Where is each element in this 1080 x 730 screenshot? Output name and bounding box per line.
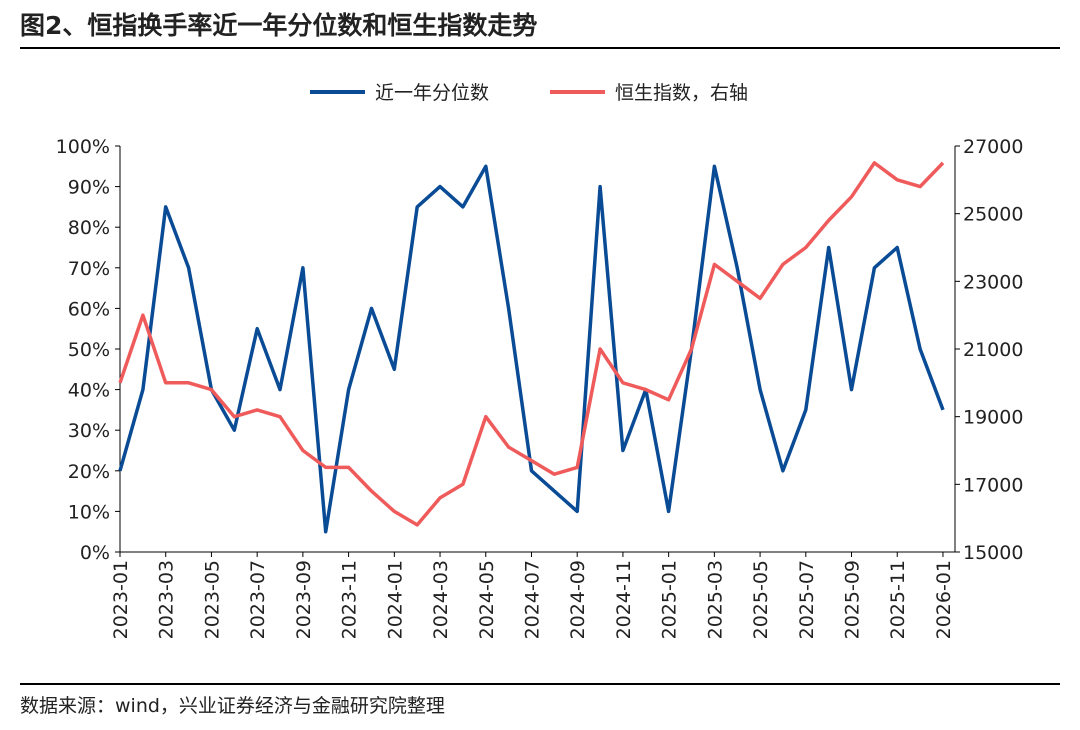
- y2-tick-label: 15000: [963, 542, 1023, 564]
- x-tick-label: 2025-09: [842, 560, 864, 639]
- line-series: [118, 164, 945, 534]
- source: 数据来源：wind，兴业证券经济与金融研究院整理: [20, 695, 445, 717]
- y-tick-label: 90%: [68, 177, 110, 199]
- x-tick-label: 2024-03: [430, 560, 452, 639]
- x-tick-label: 2023-03: [156, 560, 178, 639]
- x-tick-label: 2023-09: [293, 560, 315, 639]
- y-tick-label: 60%: [68, 298, 110, 320]
- y2-tick-label: 17000: [963, 474, 1023, 496]
- y2-tick-label: 27000: [963, 136, 1023, 158]
- y-tick-label: 40%: [68, 380, 110, 402]
- x-tick-label: 2025-07: [796, 560, 818, 639]
- x-tick-label: 2024-09: [567, 560, 589, 639]
- legend-label: 近一年分位数: [375, 82, 489, 104]
- y-tick-label: 80%: [68, 217, 110, 239]
- x-tick-label: 2026-01: [933, 560, 955, 639]
- y-tick-label: 0%: [80, 542, 110, 564]
- legend-label: 恒生指数，右轴: [615, 82, 748, 104]
- x-tick-label: 2023-01: [110, 560, 132, 639]
- x-tick-label: 2024-01: [384, 560, 406, 639]
- y2-tick-label: 23000: [963, 271, 1023, 293]
- x-tick-label: 2024-11: [613, 560, 635, 639]
- y2-tick-label: 19000: [963, 407, 1023, 429]
- y2-tick-label: 25000: [963, 204, 1023, 226]
- x-tick-label: 2025-05: [750, 560, 772, 639]
- chart-title: 图2、恒指换手率近一年分位数和恒生指数走势: [20, 11, 537, 40]
- y2-tick-label: 21000: [963, 339, 1023, 361]
- line-series: [118, 161, 945, 527]
- x-tick-label: 2025-03: [704, 560, 726, 639]
- x-tick-label: 2023-05: [201, 560, 223, 639]
- y-tick-label: 30%: [68, 420, 110, 442]
- y-tick-label: 100%: [56, 136, 110, 158]
- x-tick-label: 2025-11: [887, 560, 909, 639]
- x-tick-label: 2024-05: [476, 560, 498, 639]
- x-tick-label: 2023-11: [339, 560, 361, 639]
- x-tick-label: 2024-07: [521, 560, 543, 639]
- x-tick-label: 2023-07: [247, 560, 269, 639]
- y-tick-label: 20%: [68, 461, 110, 483]
- y-tick-label: 70%: [68, 258, 110, 280]
- x-tick-label: 2025-01: [659, 560, 681, 639]
- y-tick-label: 50%: [68, 339, 110, 361]
- y-tick-label: 10%: [68, 501, 110, 523]
